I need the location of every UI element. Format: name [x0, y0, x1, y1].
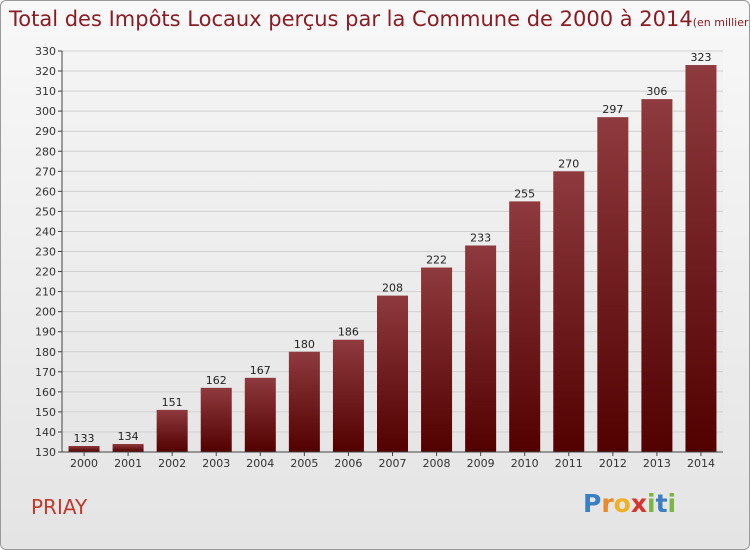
x-tick-label: 2007 [379, 457, 407, 470]
value-label-2001: 134 [118, 430, 139, 443]
bar-2006 [332, 339, 364, 452]
y-tick-label: 330 [35, 45, 56, 58]
y-tick-label: 250 [35, 205, 56, 218]
value-label-2004: 167 [250, 364, 271, 377]
x-tick-label: 2001 [114, 457, 142, 470]
value-label-2014: 323 [690, 51, 711, 64]
bar-2012 [597, 117, 629, 452]
bar-2013 [641, 99, 673, 453]
bar-2010 [509, 201, 541, 452]
logo-letter: i [647, 489, 656, 518]
x-tick-label: 2008 [423, 457, 451, 470]
y-tick-label: 230 [35, 246, 56, 259]
bar-2003 [200, 387, 232, 452]
y-tick-label: 170 [35, 366, 56, 379]
value-label-2007: 208 [382, 282, 403, 295]
bar-2002 [156, 409, 188, 452]
bar-2009 [465, 245, 497, 452]
value-label-2005: 180 [294, 338, 315, 351]
logo-letter: o [613, 489, 631, 518]
value-label-2012: 297 [602, 103, 623, 116]
y-tick-label: 140 [35, 426, 56, 439]
logo-letter: i [667, 489, 677, 518]
bar-2005 [288, 351, 320, 452]
bar-2011 [553, 171, 585, 453]
x-tick-label: 2002 [158, 457, 186, 470]
x-tick-label: 2005 [290, 457, 318, 470]
y-tick-label: 320 [35, 65, 56, 78]
y-tick-label: 240 [35, 225, 56, 238]
y-tick-label: 220 [35, 266, 56, 279]
value-label-2013: 306 [646, 85, 667, 98]
logo-letter: P [583, 489, 602, 518]
x-tick-label: 2000 [70, 457, 98, 470]
unit-note: (en milliers d'€) [692, 16, 749, 29]
y-tick-label: 280 [35, 145, 56, 158]
x-tick-label: 2012 [599, 457, 627, 470]
x-tick-label: 2011 [555, 457, 583, 470]
bar-2008 [421, 267, 453, 452]
x-tick-label: 2013 [643, 457, 671, 470]
x-tick-label: 2009 [467, 457, 495, 470]
commune-name: PRIAY [31, 495, 88, 519]
y-tick-label: 260 [35, 185, 56, 198]
bar-2000 [68, 445, 100, 452]
y-tick-label: 310 [35, 85, 56, 98]
y-tick-label: 200 [35, 306, 56, 319]
y-tick-label: 300 [35, 105, 56, 118]
chart-title: Total des Impôts Locaux perçus par la Co… [9, 7, 693, 31]
y-tick-label: 290 [35, 125, 56, 138]
x-tick-label: 2014 [687, 457, 715, 470]
value-label-2003: 162 [206, 374, 227, 387]
bars [68, 65, 717, 453]
y-tick-label: 130 [35, 446, 56, 459]
value-label-2011: 270 [558, 157, 579, 170]
value-label-2010: 255 [514, 187, 535, 200]
x-tick-label: 2006 [334, 457, 362, 470]
value-label-2009: 233 [470, 231, 491, 244]
bar-2004 [244, 377, 276, 452]
y-tick-label: 150 [35, 406, 56, 419]
value-label-2002: 151 [162, 396, 183, 409]
y-tick-label: 270 [35, 165, 56, 178]
logo-letter: t [655, 489, 668, 518]
value-label-2008: 222 [426, 254, 447, 267]
x-tick-label: 2004 [246, 457, 274, 470]
logo-letter: r [601, 489, 614, 518]
y-tick-label: 190 [35, 326, 56, 339]
logo-letter: x [630, 489, 647, 518]
y-tick-label: 160 [35, 386, 56, 399]
bar-2007 [377, 295, 408, 452]
x-tick-label: 2003 [202, 457, 230, 470]
x-axis-ticks: 2000 2001 2002 2003 2004 2005 2006 2007 2008 2009… [70, 452, 715, 470]
proxiti-logo: Proxiti [583, 489, 676, 518]
bar-2014 [685, 65, 717, 452]
x-tick-label: 2010 [511, 457, 539, 470]
bar-2001 [112, 443, 144, 452]
value-labels: 133 134 151 162 167 180 186 208 222 233 255 270 297 3… [74, 51, 712, 445]
value-label-2000: 133 [74, 432, 95, 445]
value-label-2006: 186 [338, 326, 359, 339]
title-block: Total des Impôts Locaux perçus par la Co… [9, 7, 749, 31]
y-tick-label: 180 [35, 346, 56, 359]
y-axis-ticks: 130 140 150 160 170 180 190 200 210 220 230 240 250 2… [35, 45, 62, 459]
y-tick-label: 210 [35, 286, 56, 299]
